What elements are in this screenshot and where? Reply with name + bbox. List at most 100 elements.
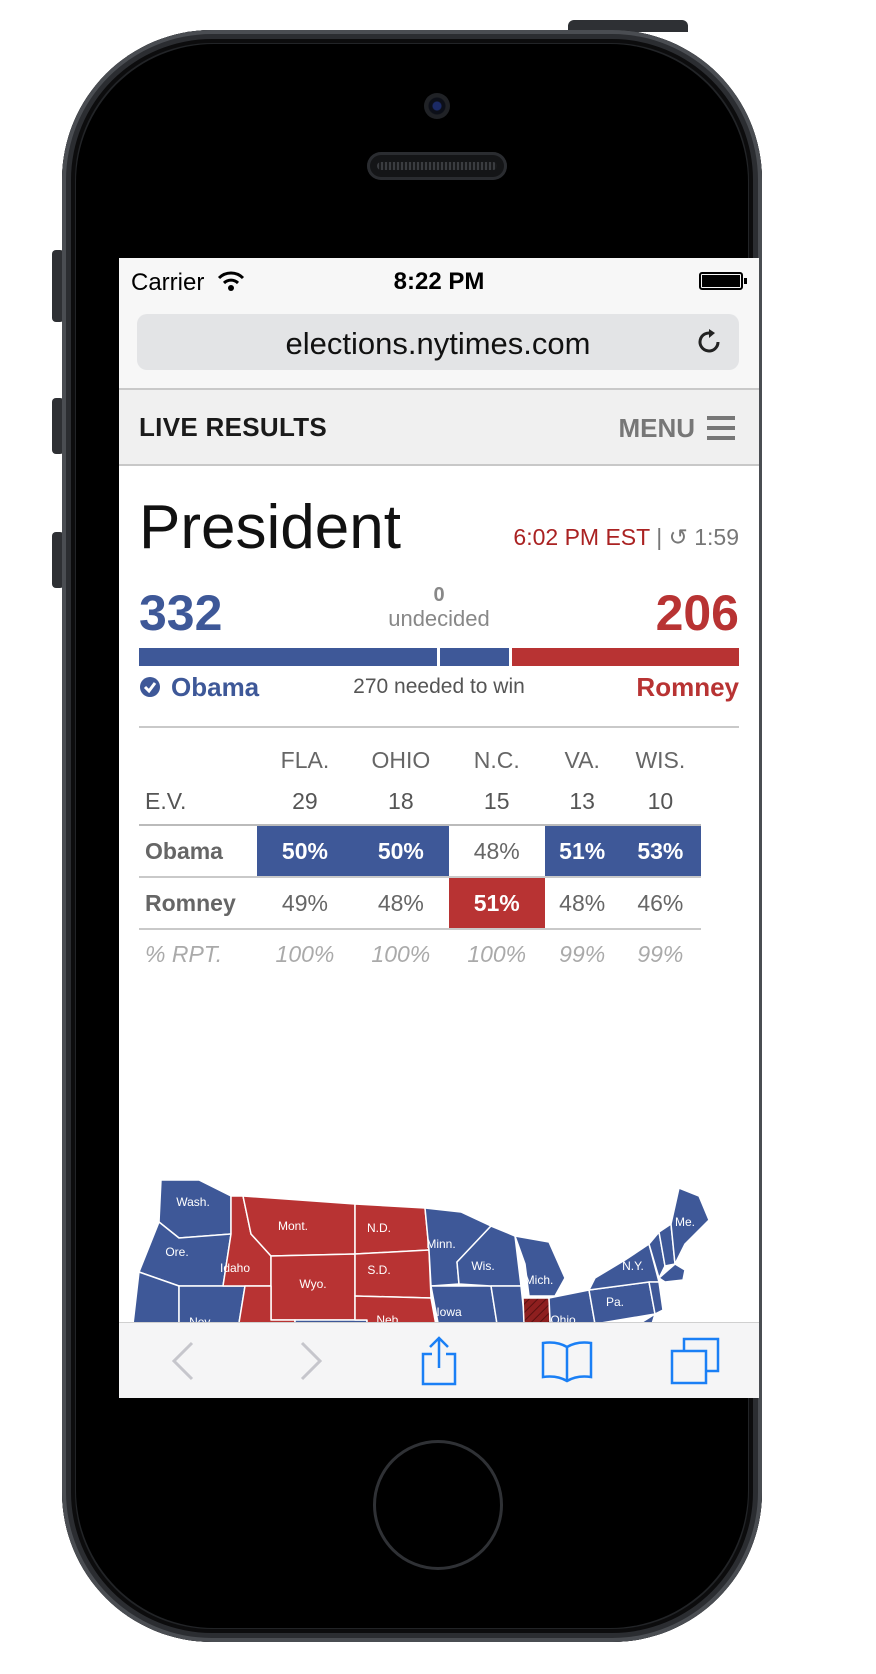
menu-label: MENU xyxy=(618,412,695,443)
tabs-button[interactable] xyxy=(665,1331,725,1391)
undecided-label: undecided xyxy=(388,606,490,631)
tabs-icon xyxy=(670,1337,720,1385)
obama-bar-beyond-threshold xyxy=(440,648,509,666)
state-mich[interactable] xyxy=(514,1235,566,1297)
map-state-label: Ore. xyxy=(165,1245,188,1259)
romney-electoral-votes: 206 xyxy=(655,585,739,641)
romney-bar xyxy=(511,648,739,666)
obama-bar-to-threshold xyxy=(139,648,438,666)
obama-pct-cell: 50% xyxy=(352,825,449,878)
timestamp-separator: | xyxy=(656,524,663,550)
map-state-label: N.D. xyxy=(367,1221,391,1235)
state-ma[interactable] xyxy=(658,1263,686,1283)
undecided-count: 0 xyxy=(433,584,445,606)
reported-row-label: % RPT. xyxy=(145,940,223,967)
romney-pct-cell: 48% xyxy=(352,877,449,930)
reported-cell: 99% xyxy=(637,940,684,967)
table-corner xyxy=(139,742,257,778)
refresh-countdown[interactable]: ↺ 1:59 xyxy=(668,524,739,550)
volume-up-button xyxy=(52,398,64,454)
romney-name[interactable]: Romney xyxy=(636,672,739,702)
ev-cell: 29 xyxy=(257,778,353,826)
share-icon xyxy=(421,1336,457,1386)
live-results-title: LIVE RESULTS xyxy=(139,412,328,442)
bookmarks-icon xyxy=(541,1341,593,1383)
map-state-label: Idaho xyxy=(220,1261,250,1275)
map-state-label: Wyo. xyxy=(299,1277,326,1291)
ev-cell: 18 xyxy=(352,778,449,826)
volume-down-button xyxy=(52,532,64,588)
page-title: President xyxy=(139,493,401,562)
state-column-header[interactable]: N.C. xyxy=(473,746,520,773)
obama-pct-cell: 50% xyxy=(257,825,353,878)
reported-cell: 100% xyxy=(275,940,335,967)
map-state-label: Wash. xyxy=(176,1195,210,1209)
obama-electoral-votes: 332 xyxy=(139,585,223,641)
threshold-marker xyxy=(437,648,441,666)
obama-pct-cell: 53% xyxy=(619,825,701,878)
sleep-button xyxy=(568,20,688,32)
forward-arrow-icon xyxy=(300,1341,323,1381)
romney-pct-cell: 51% xyxy=(448,877,545,930)
table-header-row: FLA. OHIO N.C. VA. WIS. xyxy=(139,742,701,778)
ev-row-label: E.V. xyxy=(139,778,257,826)
url-text: elections.nytimes.com xyxy=(285,326,591,361)
key-states-table: FLA. OHIO N.C. VA. WIS. E.V. 29 18 15 13… xyxy=(139,742,701,978)
reported-cell: 100% xyxy=(467,940,527,967)
map-state-label: S.D. xyxy=(367,1263,390,1277)
table-row-obama: Obama 50% 50% 48% 51% 53% xyxy=(139,825,701,878)
state-column-header[interactable]: FLA. xyxy=(280,746,330,773)
map-state-label: Wis. xyxy=(471,1259,494,1273)
ev-cell: 13 xyxy=(544,778,620,826)
table-row-reported: % RPT. 100% 100% 100% 99% 99% xyxy=(139,929,701,978)
candidate-names-row: Obama 270 needed to win Romney xyxy=(139,670,739,710)
address-bar[interactable]: elections.nytimes.com xyxy=(137,314,739,370)
map-state-label: Mont. xyxy=(278,1219,308,1233)
table-row-romney: Romney 49% 48% 51% 48% 46% xyxy=(139,877,701,930)
state-column-header[interactable]: WIS. xyxy=(635,746,686,773)
phone-screen: Carrier 8:22 PM elections.nytimes.com LI… xyxy=(119,258,759,1398)
browser-address-area: elections.nytimes.com xyxy=(119,306,759,390)
romney-pct-cell: 48% xyxy=(544,877,620,930)
forward-button[interactable] xyxy=(281,1331,341,1391)
obama-row-label: Obama xyxy=(139,825,257,878)
status-time: 8:22 PM xyxy=(393,268,485,295)
back-button[interactable] xyxy=(153,1331,213,1391)
state-nj[interactable] xyxy=(648,1281,664,1315)
map-state-label: Mich. xyxy=(525,1273,554,1287)
obama-name[interactable]: Obama xyxy=(171,672,260,702)
map-state-label: N.Y. xyxy=(622,1259,644,1273)
map-state-label: Me. xyxy=(675,1215,695,1229)
bar-gap xyxy=(508,648,512,666)
carrier-label: Carrier xyxy=(131,269,205,296)
hamburger-icon xyxy=(707,416,735,440)
timestamp-text: 6:02 PM EST xyxy=(513,524,650,550)
share-button[interactable] xyxy=(409,1331,469,1391)
state-column-header[interactable]: VA. xyxy=(564,746,600,773)
front-camera xyxy=(424,93,450,119)
electoral-score-row: 332 0 undecided 206 xyxy=(139,584,739,644)
state-wash[interactable] xyxy=(158,1179,232,1239)
ev-cell: 10 xyxy=(619,778,701,826)
section-divider xyxy=(139,726,739,728)
romney-row-label: Romney xyxy=(139,877,257,930)
bookmarks-button[interactable] xyxy=(537,1331,597,1391)
reload-icon[interactable] xyxy=(693,326,725,358)
mute-switch xyxy=(52,250,64,322)
table-row-ev: E.V. 29 18 15 13 10 xyxy=(139,778,701,826)
browser-toolbar xyxy=(119,1322,759,1398)
site-header: LIVE RESULTS MENU xyxy=(119,390,759,466)
map-state-label: Iowa xyxy=(436,1305,462,1319)
ev-cell: 15 xyxy=(448,778,545,826)
earpiece-speaker xyxy=(367,152,507,180)
state-column-header[interactable]: OHIO xyxy=(371,746,431,773)
reported-cell: 99% xyxy=(559,940,606,967)
menu-button[interactable]: MENU xyxy=(618,410,735,446)
obama-pct-cell: 48% xyxy=(448,825,545,878)
battery-icon xyxy=(699,272,747,290)
wifi-icon xyxy=(217,271,245,291)
electoral-vote-bar xyxy=(139,648,739,666)
status-bar: Carrier 8:22 PM xyxy=(119,258,759,306)
home-button[interactable] xyxy=(373,1440,503,1570)
obama-pct-cell: 51% xyxy=(544,825,620,878)
